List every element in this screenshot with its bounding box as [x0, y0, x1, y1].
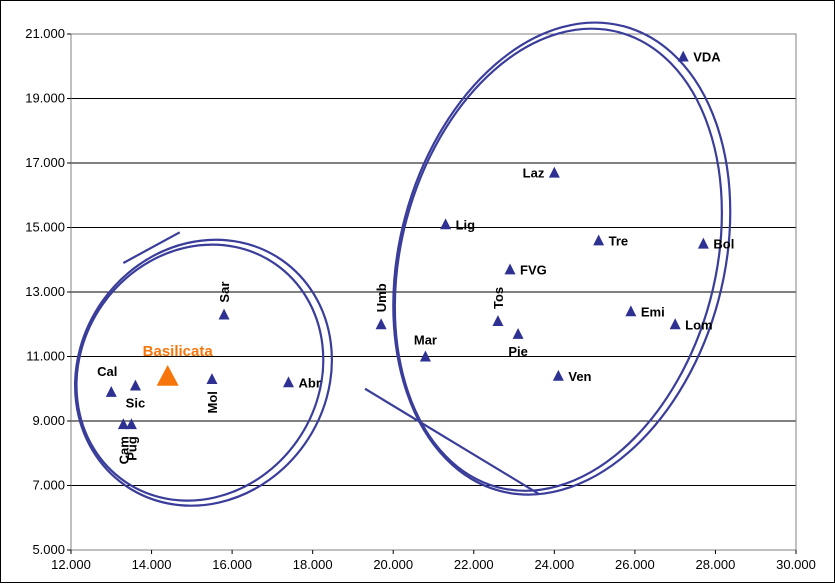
cluster-ellipse-north	[392, 21, 732, 496]
data-point-pug	[125, 418, 137, 430]
data-label-ven: Ven	[568, 369, 591, 384]
highlight-point	[156, 364, 179, 386]
data-point-mar	[419, 350, 431, 362]
data-label-laz: Laz	[523, 166, 545, 181]
x-tick-label: 16.000	[212, 557, 252, 572]
data-label-abr: Abr	[299, 375, 321, 390]
grid-layer	[71, 33, 796, 551]
data-label-lom: Lom	[685, 317, 712, 332]
y-tick-label: 9.000	[32, 413, 65, 428]
data-label-tos: Tos	[491, 287, 506, 309]
y-tick-label: 17.000	[25, 155, 65, 170]
data-label-vda: VDA	[693, 50, 721, 65]
cluster-layer	[74, 21, 732, 507]
data-label-emi: Emi	[641, 304, 665, 319]
data-point-umb	[375, 318, 387, 330]
label-layer: VDA Laz Lig Tre Bol FVG Umb Tos Emi Lom Pie Mar Ven S…	[97, 50, 734, 465]
x-tick-label: 14.000	[132, 557, 172, 572]
data-point-sic	[129, 379, 141, 391]
data-point-ven	[552, 369, 564, 381]
y-tick-label: 5.000	[32, 542, 65, 557]
data-point-abr	[283, 376, 294, 388]
data-point-lig	[440, 218, 452, 230]
data-point-cam	[117, 418, 129, 430]
x-tick-label: 28.000	[696, 557, 736, 572]
data-label-cal: Cal	[97, 364, 117, 379]
data-point-lom	[669, 318, 681, 330]
x-tick-label: 12.000	[51, 557, 91, 572]
cluster-ellipse-north	[393, 27, 723, 492]
data-point-bol	[697, 237, 709, 249]
data-label-mar: Mar	[414, 333, 437, 348]
data-point-laz	[548, 166, 560, 178]
data-point-fvg	[504, 263, 516, 275]
cluster-tail-south	[122, 231, 181, 264]
data-point-pie	[512, 327, 524, 339]
data-label-sic: Sic	[126, 396, 146, 411]
x-tick-label: 18.000	[293, 557, 333, 572]
data-point-tre	[593, 234, 605, 246]
data-label-sar: Sar	[217, 282, 232, 303]
data-point-mol	[206, 373, 218, 385]
data-label-bol: Bol	[713, 237, 734, 252]
data-point-sar	[218, 308, 230, 320]
data-label-tre: Tre	[609, 233, 629, 248]
data-label-pie: Pie	[508, 344, 528, 359]
point-layer	[105, 50, 709, 430]
x-tick-label: 20.000	[373, 557, 413, 572]
data-label-lig: Lig	[456, 217, 476, 232]
x-tick-label: 24.000	[534, 557, 574, 572]
data-label-umb: Umb	[374, 283, 389, 312]
data-label-fvg: FVG	[520, 262, 547, 277]
cluster-ellipse-south	[75, 243, 325, 502]
y-tick-label: 11.000	[26, 349, 65, 364]
data-point-vda	[677, 50, 689, 62]
data-point-cal	[105, 386, 117, 397]
cluster-tail-north	[364, 387, 539, 495]
y-tick-label: 15.000	[25, 220, 65, 235]
axis-layer: 5.000 7.000 9.000 11.000 13.000 15.000 17.000 1…	[25, 26, 816, 572]
data-point-tos	[492, 315, 504, 326]
data-label-pug: Pug	[124, 436, 139, 461]
x-tick-label: 22.000	[454, 557, 494, 572]
x-tick-label: 26.000	[615, 557, 655, 572]
y-tick-label: 7.000	[32, 478, 65, 493]
data-label-mol: Mol	[205, 391, 220, 413]
x-tick-label: 30.000	[776, 557, 816, 572]
y-tick-label: 21.000	[25, 26, 65, 41]
highlight-label: Basilicata	[143, 343, 214, 360]
data-point-emi	[625, 305, 637, 317]
data-label-cam: Cam	[116, 436, 131, 464]
cluster-ellipse-south	[74, 238, 333, 507]
y-tick-label: 19.000	[25, 91, 65, 106]
y-tick-label: 13.000	[25, 284, 65, 299]
